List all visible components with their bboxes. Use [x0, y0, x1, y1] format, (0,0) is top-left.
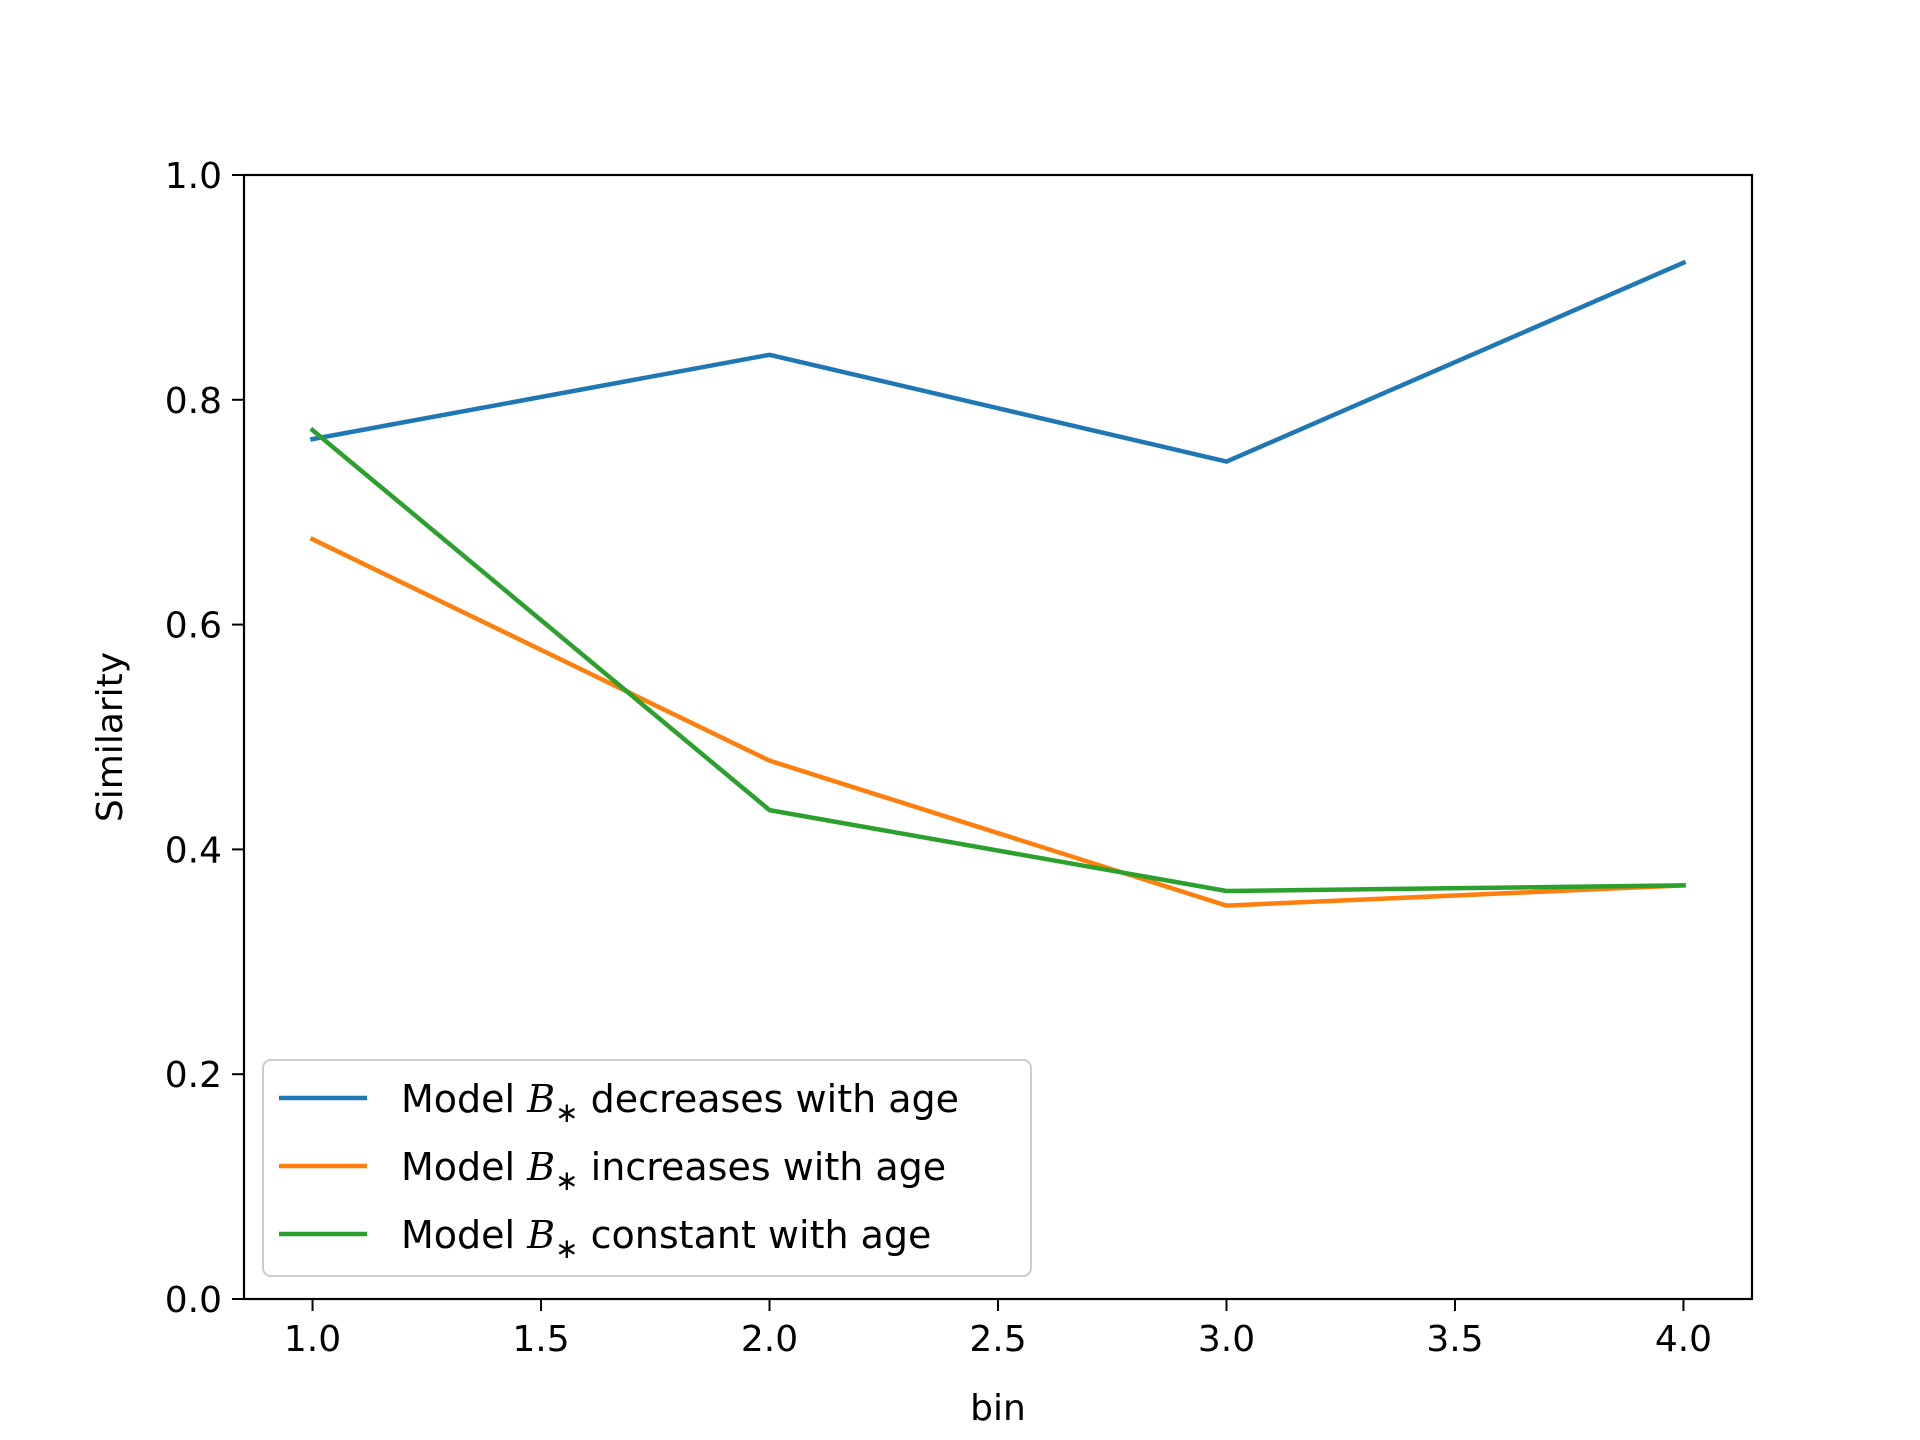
series-line-constant — [309, 426, 1686, 894]
series-line-decreases — [309, 259, 1687, 464]
y-axis-label: Similarity — [90, 652, 131, 822]
plot-area — [309, 259, 1687, 908]
axes-frame — [242, 173, 1754, 1301]
y-tick-label: 0.4 — [165, 830, 222, 871]
legend-label-increases: Model B∗ increases with age — [401, 1145, 946, 1197]
y-tick-label: 1.0 — [165, 156, 222, 197]
x-tick-label: 1.0 — [284, 1319, 341, 1360]
x-axis-label: bin — [970, 1388, 1026, 1429]
y-axis: 0.0 0.2 0.4 0.6 0.8 1.0 — [165, 156, 244, 1321]
legend: Model B∗ decreases with age Model B∗ incr… — [262, 1059, 1032, 1277]
x-tick-label: 3.0 — [1198, 1319, 1255, 1360]
y-tick-label: 0.2 — [165, 1055, 222, 1096]
y-tick-label: 0.6 — [165, 606, 222, 647]
y-tick-label: 0.8 — [165, 381, 222, 422]
x-tick-label: 2.5 — [969, 1319, 1026, 1360]
x-tick-label: 3.5 — [1426, 1319, 1483, 1360]
legend-box — [262, 1059, 1032, 1277]
x-tick-label: 4.0 — [1655, 1319, 1712, 1360]
x-axis: 1.0 1.5 2.0 2.5 3.0 3.5 4.0 — [284, 1299, 1712, 1360]
x-tick-label: 1.5 — [512, 1319, 569, 1360]
y-tick-label: 0.0 — [165, 1280, 222, 1321]
legend-label-constant: Model B∗ constant with age — [401, 1213, 931, 1265]
series-line-increases — [309, 536, 1686, 908]
x-tick-label: 2.0 — [741, 1319, 798, 1360]
legend-label-decreases: Model B∗ decreases with age — [401, 1077, 959, 1129]
